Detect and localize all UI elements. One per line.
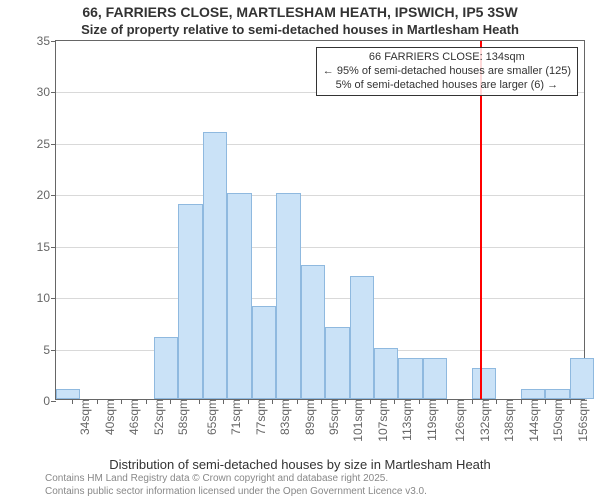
y-tick-label: 20 xyxy=(37,188,56,202)
x-tick-label: 34sqm xyxy=(76,399,92,435)
x-tick-mark xyxy=(223,399,224,404)
annotation-line: 66 FARRIERS CLOSE: 134sqm xyxy=(323,51,571,65)
x-tick-label: 46sqm xyxy=(125,399,141,435)
x-tick-label: 52sqm xyxy=(150,399,166,435)
x-tick-mark xyxy=(345,399,346,404)
x-tick-label: 132sqm xyxy=(476,399,492,442)
x-tick-label: 126sqm xyxy=(451,399,467,442)
y-tick-label: 35 xyxy=(37,34,56,48)
gridline xyxy=(56,247,584,248)
y-tick-label: 15 xyxy=(37,240,56,254)
y-tick-label: 10 xyxy=(37,291,56,305)
histogram-bar xyxy=(350,276,374,399)
y-tick-label: 5 xyxy=(43,343,56,357)
y-tick-label: 30 xyxy=(37,85,56,99)
attribution-line: Contains HM Land Registry data © Crown c… xyxy=(45,473,427,486)
x-tick-label: 156sqm xyxy=(574,399,590,442)
histogram-bar xyxy=(423,358,447,399)
x-tick-mark xyxy=(248,399,249,404)
x-tick-label: 119sqm xyxy=(423,399,439,441)
x-tick-mark xyxy=(370,399,371,404)
x-tick-mark xyxy=(199,399,200,404)
histogram-bar xyxy=(301,265,325,399)
histogram-bar xyxy=(154,337,178,399)
x-tick-mark xyxy=(97,399,98,404)
x-tick-mark xyxy=(72,399,73,404)
x-tick-mark xyxy=(121,399,122,404)
x-tick-label: 113sqm xyxy=(398,399,414,441)
x-tick-mark xyxy=(321,399,322,404)
annotation-box: 66 FARRIERS CLOSE: 134sqm← 95% of semi-d… xyxy=(316,47,578,96)
x-tick-mark xyxy=(146,399,147,404)
histogram-bar xyxy=(570,358,594,399)
histogram-bar xyxy=(252,306,276,399)
x-tick-label: 138sqm xyxy=(500,399,516,442)
x-tick-mark xyxy=(170,399,171,404)
x-tick-mark xyxy=(394,399,395,404)
annotation-line: 5% of semi-detached houses are larger (6… xyxy=(323,79,571,93)
x-axis-label: Distribution of semi-detached houses by … xyxy=(0,457,600,472)
histogram-bar xyxy=(178,204,202,399)
x-tick-mark xyxy=(297,399,298,404)
attribution-line: Contains public sector information licen… xyxy=(45,486,427,499)
histogram-bar xyxy=(472,368,496,399)
histogram-bar xyxy=(545,389,569,399)
x-tick-label: 77sqm xyxy=(252,399,268,435)
histogram-bar xyxy=(398,358,422,399)
x-tick-label: 83sqm xyxy=(276,399,292,435)
x-tick-mark xyxy=(521,399,522,404)
x-tick-label: 101sqm xyxy=(349,399,365,442)
chart-title: 66, FARRIERS CLOSE, MARTLESHAM HEATH, IP… xyxy=(0,4,600,20)
x-tick-label: 71sqm xyxy=(227,399,243,435)
x-tick-label: 65sqm xyxy=(203,399,219,435)
attribution: Contains HM Land Registry data © Crown c… xyxy=(45,473,427,498)
histogram-bar xyxy=(374,348,398,399)
gridline xyxy=(56,144,584,145)
chart-subtitle: Size of property relative to semi-detach… xyxy=(0,22,600,37)
x-tick-mark xyxy=(545,399,546,404)
x-tick-label: 144sqm xyxy=(525,399,541,442)
annotation-line: ← 95% of semi-detached houses are smalle… xyxy=(323,65,571,79)
x-tick-mark xyxy=(570,399,571,404)
x-tick-mark xyxy=(272,399,273,404)
histogram-bar xyxy=(203,132,227,399)
x-tick-mark xyxy=(419,399,420,404)
y-tick-label: 25 xyxy=(37,137,56,151)
x-tick-mark xyxy=(472,399,473,404)
plot-area: 0510152025303534sqm40sqm46sqm52sqm58sqm6… xyxy=(55,40,585,400)
y-tick-label: 0 xyxy=(43,394,56,408)
gridline xyxy=(56,195,584,196)
x-tick-label: 95sqm xyxy=(325,399,341,435)
histogram-bar xyxy=(325,327,349,399)
x-tick-mark xyxy=(447,399,448,404)
histogram-bar xyxy=(521,389,545,399)
x-tick-label: 58sqm xyxy=(174,399,190,435)
x-tick-label: 89sqm xyxy=(301,399,317,435)
histogram-bar xyxy=(56,389,80,399)
x-tick-mark xyxy=(496,399,497,404)
x-tick-label: 40sqm xyxy=(101,399,117,435)
x-tick-label: 150sqm xyxy=(549,399,565,442)
histogram-bar xyxy=(227,193,251,399)
histogram-bar xyxy=(276,193,300,399)
x-tick-label: 107sqm xyxy=(374,399,390,442)
